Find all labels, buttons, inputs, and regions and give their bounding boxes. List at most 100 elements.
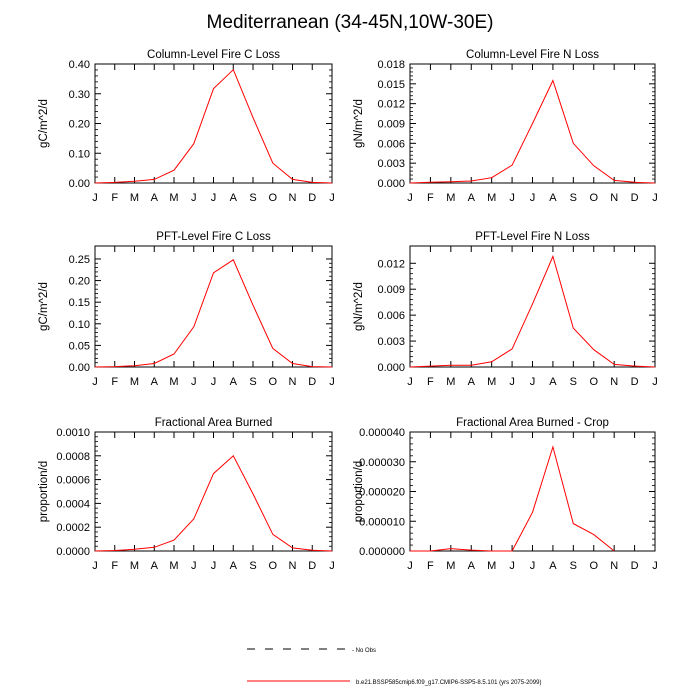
x-tick-label: N xyxy=(610,192,618,204)
x-tick-label: J xyxy=(407,560,413,572)
x-tick-label: F xyxy=(111,560,118,572)
x-tick-label: M xyxy=(130,376,139,388)
x-tick-label: A xyxy=(151,376,159,388)
chart-title: Column-Level Fire N Loss xyxy=(466,49,599,61)
x-tick-label: F xyxy=(427,192,434,204)
series-line xyxy=(94,68,333,184)
y-tick-label: 0.40 xyxy=(69,59,90,71)
x-tick-label: A xyxy=(468,192,476,204)
legend-model-label: b.e21.BSSP585cmip6.f09_g17.CMIP6-SSP5-8.… xyxy=(356,680,541,686)
x-tick-label: M xyxy=(169,192,178,204)
y-tick-label: 0.000030 xyxy=(359,457,405,469)
y-tick-label: 0.20 xyxy=(69,276,90,288)
y-tick-label: 0.15 xyxy=(69,297,90,309)
y-tick-label: 0.000 xyxy=(377,362,405,374)
series-line xyxy=(409,254,656,368)
y-tick-label: 0.000010 xyxy=(359,516,405,528)
y-axis-label: proportion/d xyxy=(38,461,50,522)
plot-frame xyxy=(409,431,656,552)
x-tick-label: S xyxy=(570,376,577,388)
x-tick-label: J xyxy=(211,192,217,204)
x-tick-label: N xyxy=(289,376,297,388)
x-tick-label: S xyxy=(249,560,256,572)
x-tick-label: M xyxy=(169,560,178,572)
x-tick-label: O xyxy=(268,560,277,572)
chart-title: PFT-Level Fire N Loss xyxy=(475,231,590,243)
x-tick-label: J xyxy=(329,192,335,204)
chart-title: PFT-Level Fire C Loss xyxy=(156,231,271,243)
y-tick-label: 0.0000 xyxy=(56,546,90,558)
x-tick-label: O xyxy=(268,376,277,388)
x-tick-label: J xyxy=(92,376,98,388)
y-tick-label: 0.009 xyxy=(377,284,405,296)
x-tick-label: M xyxy=(446,376,455,388)
y-tick-label: 0.000 xyxy=(377,178,405,190)
y-axis-label: gC/m^2/d xyxy=(38,282,50,331)
x-tick-label: A xyxy=(230,560,238,572)
y-tick-label: 0.009 xyxy=(377,119,405,131)
x-tick-label: A xyxy=(549,192,557,204)
plot-frame xyxy=(409,245,656,368)
y-tick-label: 0.0006 xyxy=(56,475,90,487)
y-tick-label: 0.00 xyxy=(69,178,90,190)
x-tick-label: J xyxy=(407,376,413,388)
y-tick-label: 0.000000 xyxy=(359,546,405,558)
x-tick-label: M xyxy=(130,560,139,572)
x-tick-label: F xyxy=(427,376,434,388)
x-tick-label: J xyxy=(211,376,217,388)
x-tick-label: A xyxy=(549,376,557,388)
y-tick-label: 0.0002 xyxy=(56,522,90,534)
x-tick-label: O xyxy=(268,192,277,204)
y-tick-label: 0.00 xyxy=(69,362,90,374)
y-tick-label: 0.003 xyxy=(377,336,405,348)
series-line xyxy=(410,445,615,552)
x-tick-label: A xyxy=(151,560,159,572)
y-tick-label: 0.05 xyxy=(69,340,90,352)
y-tick-label: 0.000040 xyxy=(359,427,405,439)
y-tick-label: 0.0004 xyxy=(56,498,90,510)
x-tick-label: A xyxy=(230,192,238,204)
x-tick-label: S xyxy=(570,192,577,204)
series-line xyxy=(94,259,333,368)
x-tick-label: F xyxy=(111,192,118,204)
x-tick-label: J xyxy=(530,560,536,572)
x-tick-label: J xyxy=(191,376,197,388)
x-tick-label: S xyxy=(249,192,256,204)
chart-title: Column-Level Fire C Loss xyxy=(147,49,280,61)
y-axis-label: gC/m^2/d xyxy=(38,99,50,148)
x-tick-label: A xyxy=(549,560,557,572)
x-tick-label: J xyxy=(211,560,217,572)
x-tick-label: J xyxy=(530,376,536,388)
x-tick-label: O xyxy=(589,192,598,204)
series-line xyxy=(94,454,333,552)
chart-title: Fractional Area Burned xyxy=(155,417,273,429)
chart-panel-1: Column-Level Fire C Loss 0.00 0.10 0.20 0.30… xyxy=(38,49,335,204)
chart-panel-2: Column-Level Fire N Loss 0.000 0.003 0.006 0… xyxy=(353,49,658,204)
x-tick-label: M xyxy=(446,192,455,204)
x-tick-label: J xyxy=(329,376,335,388)
y-tick-label: 0.20 xyxy=(69,119,90,131)
x-tick-label: D xyxy=(631,560,639,572)
y-tick-label: 0.006 xyxy=(377,138,405,150)
x-tick-label: M xyxy=(169,376,178,388)
x-tick-label: J xyxy=(652,376,658,388)
x-tick-label: J xyxy=(329,560,335,572)
x-tick-label: M xyxy=(487,560,496,572)
x-tick-label: N xyxy=(610,560,618,572)
x-tick-label: N xyxy=(610,376,618,388)
legend: - No Obs b.e21.BSSP585cmip6.f09_g17.CMIP6… xyxy=(247,648,541,686)
chart-panel-5: Fractional Area Burned 0.0000 0.0002 0.0004… xyxy=(38,417,335,572)
x-tick-label: J xyxy=(509,560,515,572)
x-tick-label: A xyxy=(230,376,238,388)
x-tick-label: S xyxy=(570,560,577,572)
chart-title: Fractional Area Burned - Crop xyxy=(456,417,609,429)
y-axis-label: proportion/d xyxy=(353,461,365,522)
x-tick-label: A xyxy=(151,192,159,204)
x-tick-label: J xyxy=(407,192,413,204)
chart-panel-3: PFT-Level Fire C Loss 0.00 0.05 0.10 0.15 0.2… xyxy=(38,231,335,388)
y-tick-label: 0.018 xyxy=(377,59,405,71)
y-tick-label: 0.015 xyxy=(377,79,405,91)
x-tick-label: N xyxy=(289,560,297,572)
